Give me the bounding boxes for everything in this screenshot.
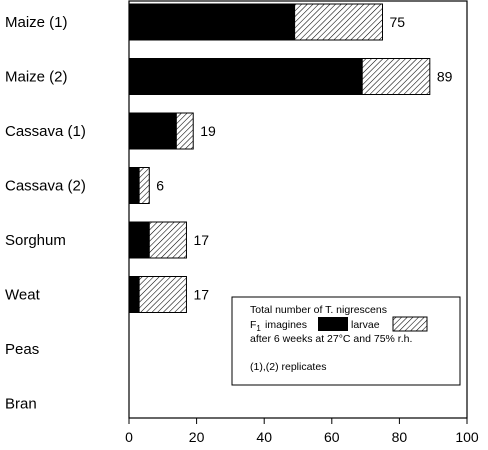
bar-sorghum-imagines <box>128 221 150 259</box>
bar-maize-1-larvae <box>294 3 383 41</box>
legend-larvae-label: larvae <box>351 319 380 331</box>
x-tick-label-100: 100 <box>455 429 479 445</box>
bar-cassava-2-larvae <box>138 167 150 204</box>
legend-note: (1),(2) replicates <box>250 361 326 373</box>
legend-box <box>231 296 461 386</box>
legend-conditions: after 6 weeks at 27°C and 75% r.h. <box>250 333 412 345</box>
legend-larvae-swatch <box>392 316 428 332</box>
data-label-cassava-2: 6 <box>156 178 164 194</box>
category-label-cassava-2: Cassava (2) <box>5 178 86 195</box>
x-tick-label-80: 80 <box>392 429 408 445</box>
bar-cassava-1-imagines <box>128 112 177 150</box>
bar-weat-larvae <box>138 276 187 313</box>
bar-maize-1-imagines <box>128 3 296 41</box>
category-label-bran: Bran <box>5 396 37 413</box>
category-label-sorghum: Sorghum <box>5 232 66 249</box>
data-label-maize-1: 75 <box>390 14 406 30</box>
category-label-peas: Peas <box>5 341 39 358</box>
legend-imagines-swatch <box>318 317 348 331</box>
data-label-sorghum: 17 <box>193 232 209 248</box>
bar-sorghum-larvae <box>148 221 187 259</box>
x-tick-label-0: 0 <box>125 429 133 445</box>
data-label-weat: 17 <box>193 287 209 303</box>
x-axis-ticks: 0 20 40 60 80 100 <box>125 418 479 445</box>
bars-group: 75 89 19 6 17 17 <box>128 3 453 313</box>
category-label-maize-1: Maize (1) <box>5 14 68 31</box>
x-tick-label-40: 40 <box>256 429 272 445</box>
bar-weat-imagines <box>128 276 140 313</box>
bar-cassava-2-imagines <box>128 167 140 204</box>
legend: Total number of T. nigrescens F1 imagine… <box>231 296 461 386</box>
category-label-cassava-1: Cassava (1) <box>5 123 86 140</box>
bar-maize-2-larvae <box>361 58 431 95</box>
plot-frame <box>128 0 468 419</box>
category-label-maize-2: Maize (2) <box>5 69 68 86</box>
category-label-weat: Weat <box>5 287 41 304</box>
bar-cassava-1-larvae <box>175 112 194 150</box>
data-label-maize-2: 89 <box>437 69 453 85</box>
bar-maize-2-imagines <box>128 58 363 95</box>
x-tick-label-60: 60 <box>324 429 340 445</box>
x-tick-label-20: 20 <box>189 429 205 445</box>
legend-f1-label: F1 <box>250 319 261 333</box>
data-label-cassava-1: 19 <box>200 123 216 139</box>
category-labels: Maize (1) Maize (2) Cassava (1) Cassava (2)… <box>5 14 86 413</box>
legend-title: Total number of T. nigrescens <box>250 304 387 316</box>
legend-imagines-label: imagines <box>265 319 307 331</box>
